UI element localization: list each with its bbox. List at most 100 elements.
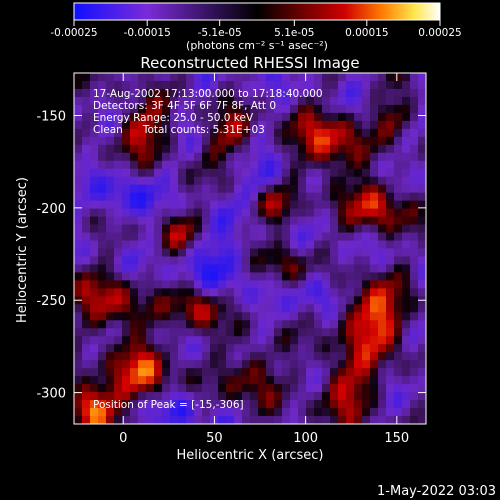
heatmap-cell	[130, 272, 139, 282]
heatmap-cell	[274, 208, 283, 218]
heatmap-cell	[146, 248, 155, 258]
heatmap-cell	[314, 120, 323, 130]
heatmap-cell	[130, 184, 139, 194]
heatmap-cell	[378, 240, 387, 250]
heatmap-cell	[162, 376, 171, 385]
heatmap-cell	[178, 104, 187, 114]
heatmap-cell	[258, 400, 267, 409]
heatmap-cell	[250, 160, 259, 170]
heatmap-cell	[354, 288, 363, 297]
heatmap-cell	[202, 232, 211, 242]
heatmap-cell	[114, 128, 123, 138]
heatmap-cell	[354, 184, 363, 194]
heatmap-cell	[130, 96, 139, 106]
heatmap-cell	[74, 80, 83, 90]
heatmap-cell	[90, 280, 99, 289]
heatmap-cell	[298, 224, 307, 234]
heatmap-cell	[210, 368, 219, 377]
heatmap-cell	[290, 264, 299, 274]
heatmap-cell	[290, 112, 299, 122]
heatmap-cell	[170, 304, 179, 313]
heatmap-cell	[402, 200, 411, 210]
heatmap-cell	[402, 208, 411, 218]
heatmap-cell	[130, 360, 139, 369]
heatmap-cell	[346, 248, 355, 258]
heatmap-cell	[298, 400, 307, 409]
heatmap-cell	[394, 344, 403, 353]
heatmap-cell	[90, 272, 99, 282]
heatmap-cell	[234, 312, 243, 321]
heatmap-cell	[394, 160, 403, 170]
heatmap-cell	[338, 168, 347, 178]
heatmap-cell	[338, 344, 347, 353]
heatmap-cell	[178, 160, 187, 170]
heatmap-cell	[74, 96, 83, 106]
heatmap-cell	[178, 384, 187, 393]
heatmap-cell	[82, 248, 91, 258]
heatmap-cell	[138, 360, 147, 369]
heatmap-cell	[138, 200, 147, 210]
heatmap-cell	[90, 208, 99, 218]
heatmap-cell	[202, 88, 211, 98]
heatmap-cell	[378, 192, 387, 202]
heatmap-cell	[210, 120, 219, 130]
heatmap-cell	[266, 416, 275, 424]
heatmap-cell	[338, 192, 347, 202]
heatmap-cell	[74, 288, 83, 297]
heatmap-cell	[146, 384, 155, 393]
heatmap-cell	[186, 360, 195, 369]
heatmap-cell	[138, 344, 147, 353]
heatmap-cell	[306, 104, 315, 114]
heatmap-cell	[290, 400, 299, 409]
heatmap-cell	[378, 73, 387, 82]
heatmap-cell	[186, 296, 195, 305]
heatmap-cell	[362, 408, 371, 417]
heatmap-cell	[322, 192, 331, 202]
heatmap-cell	[138, 144, 147, 154]
heatmap-cell	[282, 96, 291, 106]
heatmap-cell	[226, 280, 235, 289]
heatmap-cell	[114, 368, 123, 377]
heatmap-cell	[90, 176, 99, 186]
heatmap-cell	[362, 224, 371, 234]
heatmap-cell	[138, 368, 147, 377]
heatmap-cell	[122, 312, 131, 321]
heatmap-cell	[322, 360, 331, 369]
heatmap-cell	[394, 112, 403, 122]
heatmap-cell	[74, 280, 83, 289]
heatmap-cell	[306, 128, 315, 138]
heatmap-cell	[290, 408, 299, 417]
heatmap-cell	[282, 112, 291, 122]
heatmap-cell	[282, 352, 291, 361]
heatmap-cell	[298, 152, 307, 162]
heatmap-cell	[250, 392, 259, 401]
heatmap-cell	[274, 360, 283, 369]
heatmap-cell	[226, 272, 235, 282]
heatmap-cell	[122, 272, 131, 282]
colorbar	[73, 2, 441, 21]
heatmap-cell	[386, 168, 395, 178]
heatmap-cell	[250, 256, 259, 266]
heatmap-cell	[82, 336, 91, 345]
heatmap-cell	[154, 240, 163, 250]
heatmap-cell	[330, 88, 339, 98]
heatmap-cell	[210, 384, 219, 393]
heatmap-cell	[274, 264, 283, 274]
heatmap-cell	[378, 344, 387, 353]
heatmap-cell	[210, 192, 219, 202]
heatmap-cell	[114, 296, 123, 305]
heatmap-cell	[354, 416, 363, 424]
heatmap-cell	[338, 416, 347, 424]
heatmap-cell	[138, 73, 147, 82]
heatmap-cell	[338, 264, 347, 274]
heatmap-cell	[194, 136, 203, 146]
heatmap-cell	[122, 120, 131, 130]
heatmap-cell	[386, 320, 395, 329]
heatmap-cell	[114, 360, 123, 369]
heatmap-cell	[290, 416, 299, 424]
heatmap-cell	[114, 280, 123, 289]
heatmap-cell	[274, 184, 283, 194]
heatmap-cell	[354, 376, 363, 385]
heatmap-cell	[98, 96, 107, 106]
heatmap-cell	[338, 400, 347, 409]
